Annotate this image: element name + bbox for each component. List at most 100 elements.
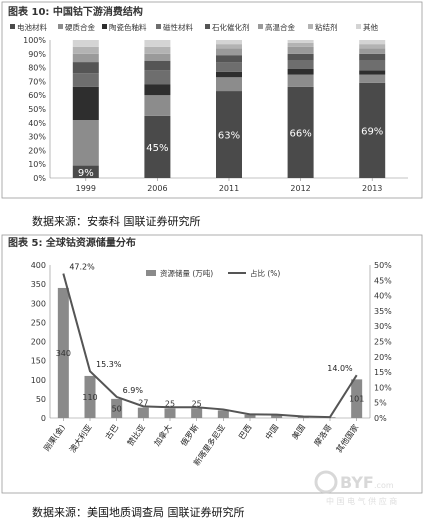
chart2-frame bbox=[1, 234, 423, 494]
y-right-tick-label: 25% bbox=[374, 338, 392, 347]
x-tick-label: 俄罗斯 bbox=[178, 422, 200, 447]
stacked-bar-segment bbox=[216, 71, 242, 78]
y-left-tick-label: 250 bbox=[31, 318, 46, 327]
stacked-bar-segment bbox=[359, 82, 386, 178]
data-label: 63% bbox=[218, 131, 240, 142]
watermark-domain: .com bbox=[374, 481, 394, 490]
data-label: 66% bbox=[289, 128, 311, 139]
y-tick-label: 60% bbox=[28, 91, 46, 100]
y-left-tick-label: 400 bbox=[31, 261, 46, 270]
y-right-tick-label: 15% bbox=[374, 368, 392, 377]
legend-label: 粘结剂 bbox=[315, 22, 338, 32]
y-left-tick-label: 150 bbox=[31, 357, 46, 366]
legend-swatch bbox=[258, 24, 263, 29]
y-right-tick-label: 45% bbox=[374, 276, 392, 285]
bar-data-label: 50 bbox=[112, 404, 122, 413]
y-tick-label: 70% bbox=[28, 77, 46, 86]
y-tick-label: 80% bbox=[28, 64, 46, 73]
y-tick-label: 10% bbox=[28, 160, 46, 169]
y-left-tick-label: 200 bbox=[31, 338, 46, 347]
y-right-tick-label: 35% bbox=[374, 307, 392, 316]
x-tick-label: 1999 bbox=[76, 184, 96, 193]
stacked-bar-segment bbox=[72, 53, 99, 63]
x-tick-label: 古巴 bbox=[103, 422, 120, 441]
chart1-title: 图表 10: 中国钴下游消费结构 bbox=[8, 5, 143, 18]
bar bbox=[351, 379, 363, 418]
y-right-tick-label: 5% bbox=[374, 399, 387, 408]
x-tick-label: 摩洛哥 bbox=[312, 422, 334, 447]
x-tick-label: 巴西 bbox=[237, 423, 254, 441]
bar-data-label: 25 bbox=[165, 399, 175, 408]
watermark: BYF .com 中 国 电 气 供 应 商 bbox=[314, 470, 397, 506]
bar bbox=[84, 375, 96, 418]
legend-label: 石化催化剂 bbox=[212, 22, 250, 32]
stacked-bar-segment bbox=[287, 60, 314, 69]
y-left-tick-label: 50 bbox=[36, 395, 46, 404]
x-tick-label: 加拿大 bbox=[152, 422, 174, 447]
x-tick-label: 澳大利亚 bbox=[67, 422, 94, 454]
y-tick-label: 100% bbox=[23, 36, 46, 45]
legend-swatch bbox=[308, 24, 313, 29]
stacked-bar-segment bbox=[72, 46, 99, 54]
stacked-bar-segment bbox=[287, 42, 314, 47]
stacked-bar-segment bbox=[144, 115, 171, 178]
stacked-bar-segment bbox=[287, 86, 314, 178]
bar-data-label: 340 bbox=[56, 349, 71, 358]
line-data-label: 6.9% bbox=[123, 386, 144, 395]
stacked-bar-segment bbox=[72, 120, 99, 166]
y-right-tick-label: 40% bbox=[374, 292, 392, 301]
source-note-2: 数据来源：美国地质调查局 国联证券研究所 bbox=[32, 505, 245, 519]
legend-label: 硬质合金 bbox=[65, 22, 95, 32]
stacked-bar-segment bbox=[287, 46, 314, 54]
stacked-bar-segment bbox=[144, 53, 171, 61]
chart2-bars: 340 110 50 27 25 25 101 bbox=[56, 287, 364, 418]
stacked-bar-segment bbox=[216, 91, 242, 178]
y-left-tick-label: 100 bbox=[31, 376, 46, 385]
y-right-tick-label: 10% bbox=[374, 383, 392, 392]
stacked-bar-segment bbox=[359, 44, 386, 49]
source-note-1: 数据来源：安泰科 国联证券研究所 bbox=[32, 214, 201, 228]
stacked-bar-segment bbox=[72, 40, 99, 47]
x-tick-label: 刚果(金) bbox=[41, 422, 67, 453]
y-right-tick-label: 0% bbox=[374, 414, 387, 423]
stacked-bar-segment bbox=[216, 44, 242, 49]
y-tick-label: 20% bbox=[28, 146, 46, 155]
bar-data-label: 27 bbox=[138, 399, 148, 408]
legend-swatch bbox=[146, 270, 156, 276]
chart1-y-axis: 0% 10% 20% 30% 40% 50% 60% 70% 80% 90% 100% bbox=[23, 36, 408, 183]
y-left-tick-label: 300 bbox=[31, 299, 46, 308]
stacked-bar-segment bbox=[359, 40, 386, 45]
legend-label: 占比 (%) bbox=[250, 268, 280, 278]
stacked-bar-segment bbox=[72, 165, 99, 178]
x-tick-label: 2012 bbox=[290, 184, 310, 193]
stacked-bar-segment bbox=[287, 40, 314, 43]
bar bbox=[271, 414, 283, 418]
x-tick-label: 美国 bbox=[290, 422, 307, 441]
legend-swatch bbox=[205, 24, 210, 29]
stacked-bar-segment bbox=[144, 84, 171, 96]
data-label: 69% bbox=[361, 126, 383, 137]
watermark-logo-icon bbox=[314, 470, 338, 494]
stacked-bar-segment bbox=[72, 73, 99, 87]
bar bbox=[111, 398, 123, 418]
line-data-label: 47.2% bbox=[69, 263, 95, 272]
x-tick-label: 中国 bbox=[263, 422, 280, 441]
y-tick-label: 90% bbox=[28, 50, 46, 59]
x-tick-label: 赞比亚 bbox=[125, 422, 147, 447]
line-data-label: 15.3% bbox=[96, 360, 122, 369]
stacked-bar-segment bbox=[144, 95, 171, 116]
stacked-bar-segment bbox=[359, 70, 386, 75]
share-line bbox=[62, 273, 358, 419]
stacked-bar-segment bbox=[144, 60, 171, 71]
stacked-bar-segment bbox=[72, 86, 99, 121]
x-tick-label: 2013 bbox=[362, 184, 382, 193]
stacked-bar-segment bbox=[287, 74, 314, 87]
bar bbox=[137, 407, 149, 418]
stacked-bar-segment bbox=[144, 46, 171, 54]
stacked-bar-segment bbox=[287, 68, 314, 75]
chart2-line: 47.2% 15.3% 6.9% 14.0% bbox=[62, 263, 358, 419]
legend-label: 高温合金 bbox=[265, 22, 295, 32]
x-tick-label: 2011 bbox=[219, 184, 239, 193]
